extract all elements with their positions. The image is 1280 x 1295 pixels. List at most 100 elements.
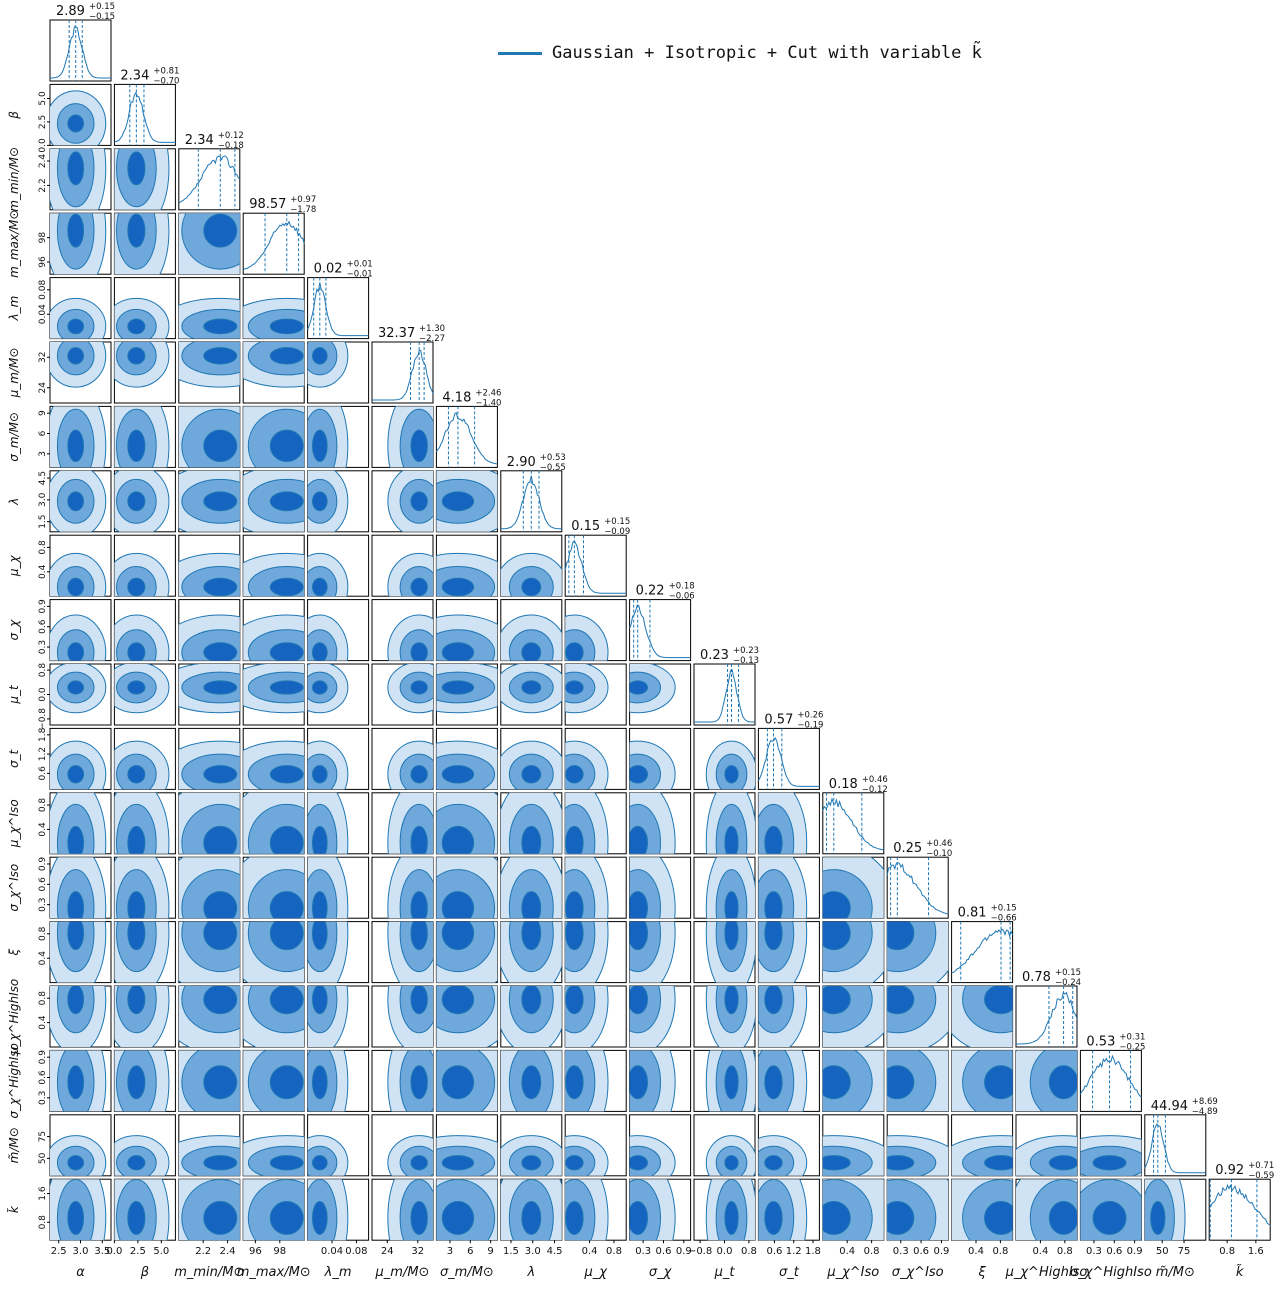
contour-level [629,1200,648,1235]
x-tick-label: 0.6 [913,1246,929,1257]
contour-level [203,891,238,919]
contour-level [565,680,584,695]
contour-level [67,1155,85,1171]
contour-panel-k_tilde-xi [951,1178,1014,1241]
x-axis-label: m̃/M⊙ [1156,1265,1195,1280]
contour-panel-mu_chi_highiso-mu_chi_iso [822,985,885,1048]
contour-panel-mu_chi_iso-mu_t [693,792,756,855]
x-tick-label: 6 [467,1246,473,1257]
x-tick-label: 0.0 [717,1246,733,1257]
contour-panel-lambda_m-beta [113,277,176,340]
contour-panel-mu_chi_iso-sigma_chi [629,792,692,855]
contour-level [269,891,304,919]
x-tick-label: 9 [487,1246,493,1257]
contour-level [724,986,739,1015]
contour-level [764,1065,783,1100]
contour-panel-mu_t-lambda [500,663,563,726]
contour-panel-mu_t-beta [113,663,176,726]
contour-panel-sigma_chi_iso-mu_m [371,856,434,919]
contour-level [822,1155,851,1171]
contour-panel-m_max-alpha [49,212,112,275]
x-tick-label: 2.5 [51,1246,67,1257]
hist-panel-mu_m: 32.37 +1.30−2.27 [371,324,445,404]
contour-panel-k_tilde-m_min [178,1178,241,1241]
param-title-minus: −2.27 [419,334,445,344]
contour-level [724,825,739,854]
contour-level [127,1200,146,1235]
param-title: 44.94 [1151,1099,1188,1114]
contour-panel-k_tilde-mu_chi_highiso [1015,1178,1078,1241]
contour-level [410,642,428,661]
y-axis-label: m_min/M⊙ [7,147,21,212]
contour-panel-sigma_chi-mu_chi [564,599,627,662]
hist-panel-mu_chi: 0.15 +0.15−0.09 [564,517,630,597]
contour-panel-m_tilde-m_min [178,1114,241,1177]
contour-panel-xi-m_min [178,921,241,984]
contour-panel-m_tilde-beta [113,1114,176,1177]
y-tick-label: 9 [38,410,48,416]
param-title-minus: −4.89 [1192,1107,1218,1117]
x-axis-label: σ_m/M⊙ [440,1265,494,1280]
contour-level [521,680,542,695]
contour-panel-sigma_chi_iso-lambda_m [307,856,370,919]
contour-level [441,891,475,919]
x-tick-label: 0.8 [864,1246,880,1257]
contour-level [203,1155,238,1171]
contour-level [565,1065,584,1100]
param-title-plus: +0.31 [1119,1032,1145,1042]
param-title: 0.92 [1215,1163,1244,1178]
contour-level [521,1065,542,1100]
contour-level [67,114,85,133]
hist-panel-sigma_chi: 0.22 +0.18−0.06 [629,582,695,662]
contour-level [724,891,739,919]
x-axis-label: ξ [977,1265,986,1280]
x-tick-label: 5.0 [153,1246,169,1257]
contour-panel-mu_m-m_min [178,341,241,404]
contour-level [203,577,238,597]
hist-line [564,540,627,594]
contour-panel-mu_chi_highiso-mu_t [693,985,756,1048]
y-axis-label: σ_m/M⊙ [7,412,21,462]
y-tick-label: 3.0 [38,492,48,507]
x-tick-label: 2.4 [220,1246,236,1257]
hist-panel-lambda_m: 0.02 +0.01−0.01 [307,260,373,340]
contour-level [311,891,328,919]
contour-panel-sigma_m-beta [113,405,176,468]
contour-panel-xi-mu_chi [564,921,627,984]
contour-panel-lambda-m_min [178,470,241,533]
contour-panel-k_tilde-mu_chi_iso [822,1178,885,1241]
contour-level [441,1065,475,1100]
contour-panel-sigma_t-alpha [49,727,112,790]
contour-level [67,891,85,919]
param-title: 0.23 [700,648,729,663]
contour-level [1048,1065,1077,1100]
hist-line [757,736,820,787]
y-tick-label: 5.0 [38,91,48,106]
x-tick-label: 3.0 [525,1246,541,1257]
y-tick-label: 1.6 [38,1186,48,1201]
contour-level [521,986,542,1015]
contour-panel-sigma_t-m_max [242,727,305,790]
contour-level [764,921,783,951]
contour-panel-m_tilde-mu_chi_highiso [1015,1114,1078,1177]
x-tick-label: 0.4 [1032,1246,1048,1257]
contour-level [410,825,428,854]
contour-level [127,891,146,919]
y-tick-label: 0.6 [38,766,48,781]
contour-level [127,921,146,951]
x-tick-label: 0.4 [839,1246,855,1257]
contour-level [521,765,542,784]
x-tick-label: 2.5 [130,1246,146,1257]
contour-panel-mu_t-sigma_m [435,663,498,726]
contour-level [311,1065,328,1100]
contour-level [984,986,1013,1015]
contour-panel-k_tilde-sigma_chi_iso [886,1178,949,1241]
contour-panel-sigma_m-alpha [49,405,112,468]
contour-panel-sigma_chi_iso-sigma_t [757,856,820,919]
contour-level [565,921,584,951]
contour-panel-sigma_m-m_min [178,405,241,468]
contour-level [127,680,146,695]
contour-level [269,986,304,1015]
y-axis-label: β [7,111,21,120]
contour-level [984,1065,1013,1100]
